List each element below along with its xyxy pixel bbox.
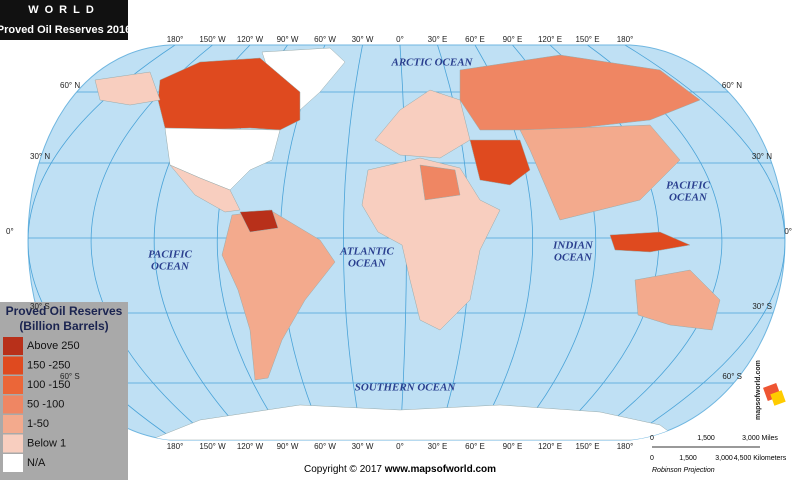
latitude-label: 30° S — [30, 302, 50, 311]
longitude-label: 120° E — [538, 442, 562, 451]
middle-east — [469, 139, 531, 186]
longitude-label: 120° W — [237, 442, 264, 451]
latitude-label: 60° N — [60, 81, 80, 90]
scale-label: 1,500 — [697, 435, 715, 442]
copyright: Copyright © 2017 www.mapsofworld.com — [304, 464, 496, 475]
scale-bar: 0 1,500 3,000 Miles 0 1,500 3,000 4,500 … — [650, 435, 787, 474]
ocean-label: SOUTHERN OCEAN — [355, 382, 457, 394]
longitude-label: 120° E — [538, 35, 562, 44]
header-title: WORLD — [28, 4, 100, 16]
longitude-label: 180° — [617, 442, 634, 451]
scale-label: 1,500 — [679, 455, 697, 462]
legend-label: 50 -100 — [27, 398, 64, 410]
latitude-label: 60° S — [60, 372, 80, 381]
ocean-label: OCEAN — [554, 252, 593, 264]
meridian — [624, 45, 785, 440]
alaska — [94, 71, 161, 106]
russia — [459, 54, 701, 131]
australia — [634, 269, 721, 331]
longitude-label: 150° E — [575, 35, 599, 44]
venezuela — [239, 209, 279, 233]
longitude-label: 120° W — [237, 35, 264, 44]
indonesia — [609, 231, 691, 253]
logo-text: mapsofworld.com — [755, 360, 762, 420]
ocean-label: PACIFIC — [148, 249, 192, 261]
legend-swatch — [3, 395, 23, 414]
longitude-label: 0° — [396, 35, 404, 44]
ocean-label: OCEAN — [669, 192, 708, 204]
latitude-label: 0° — [784, 227, 792, 236]
longitude-label: 90° E — [503, 35, 523, 44]
copyright-text: Copyright © 2017 — [304, 464, 382, 475]
longitude-label: 30° E — [428, 442, 448, 451]
header-box — [0, 0, 128, 40]
header-subtitle: Proved Oil Reserves 2016 — [0, 24, 131, 36]
longitude-label: 180° — [167, 442, 184, 451]
legend-swatch — [3, 415, 23, 433]
scale-label: 4,500 Kilometers — [734, 455, 787, 462]
legend-label: 100 -150 — [27, 379, 70, 391]
land — [94, 47, 721, 440]
asia — [519, 124, 681, 221]
legend-swatch — [3, 376, 23, 394]
longitude-label: 90° E — [503, 442, 523, 451]
logo: mapsofworld.com — [755, 360, 786, 420]
longitude-label: 180° — [167, 35, 184, 44]
site: www.mapsofworld.com — [384, 464, 496, 475]
legend-swatch — [3, 356, 23, 375]
longitude-label: 90° W — [277, 35, 299, 44]
ocean-label: ARCTIC OCEAN — [391, 57, 474, 69]
libya-nigeria — [419, 164, 461, 201]
longitude-label: 90° W — [277, 442, 299, 451]
scale-label: 3,000 Miles — [742, 435, 778, 442]
legend-swatch — [3, 434, 23, 453]
ocean-label: OCEAN — [151, 261, 190, 273]
longitude-label: 0° — [396, 442, 404, 451]
legend-swatch — [3, 454, 23, 472]
legend-label: 150 -250 — [27, 359, 70, 371]
scale-label: 3,000 — [715, 455, 733, 462]
south-america — [221, 209, 336, 381]
meridian — [343, 45, 363, 440]
mexico — [169, 164, 241, 213]
longitude-label: 60° E — [465, 442, 485, 451]
longitude-label: 30° W — [352, 35, 374, 44]
longitude-label: 150° W — [199, 35, 226, 44]
legend-title: (Billion Barrels) — [19, 319, 108, 333]
legend-label: Below 1 — [27, 437, 66, 449]
scale-label: 0 — [650, 455, 654, 462]
latitude-label: 30° S — [752, 302, 772, 311]
scale-label: 0 — [650, 435, 654, 442]
latitude-label: 60° N — [722, 81, 742, 90]
longitude-label: 60° W — [314, 35, 336, 44]
ocean-label: OCEAN — [348, 258, 387, 270]
longitude-label: 150° W — [199, 442, 226, 451]
ocean-label: PACIFIC — [666, 180, 710, 192]
longitude-label: 30° W — [352, 442, 374, 451]
legend-title: Proved Oil Reserves — [6, 304, 123, 318]
legend-label: 1-50 — [27, 418, 49, 430]
legend-label: N/A — [27, 457, 46, 469]
longitude-label: 60° E — [465, 35, 485, 44]
legend-label: Above 250 — [27, 340, 80, 352]
projection: Robinson Projection — [652, 467, 715, 474]
latitude-label: 30° N — [752, 152, 772, 161]
longitude-label: 150° E — [575, 442, 599, 451]
latitude-label: 0° — [6, 227, 14, 236]
ocean-label: INDIAN — [552, 240, 594, 252]
longitude-label: 180° — [617, 35, 634, 44]
legend-swatch — [3, 337, 23, 355]
africa — [361, 157, 501, 331]
latitude-label: 60° S — [722, 372, 742, 381]
latitude-label: 30° N — [30, 152, 50, 161]
longitude-label: 30° E — [428, 35, 448, 44]
ocean-label: ATLANTIC — [339, 246, 394, 258]
longitude-label: 60° W — [314, 442, 336, 451]
europe — [374, 89, 471, 159]
